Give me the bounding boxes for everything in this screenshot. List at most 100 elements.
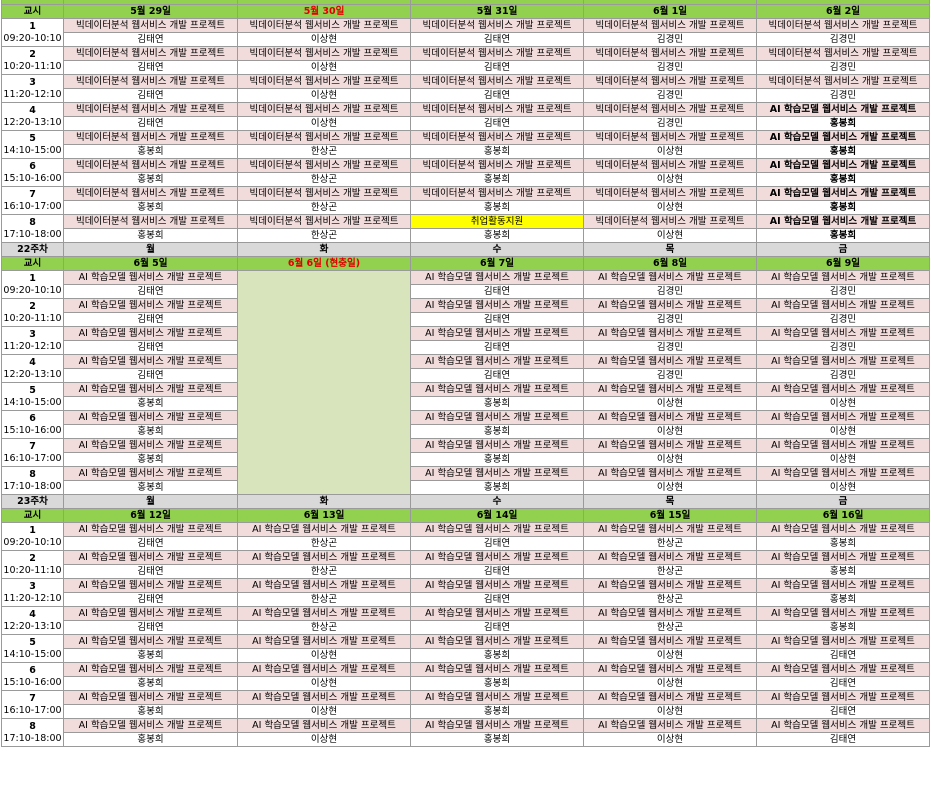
weekday-label: 수	[410, 494, 584, 509]
subject-cell: AI 학습모델 웹서비스 개발 프로젝트	[756, 410, 930, 425]
period-number: 7	[29, 692, 36, 704]
instructor-cell: 홍봉희	[63, 452, 238, 467]
subject-cell: 빅데이터분석 웹서비스 개발 프로젝트	[237, 214, 411, 229]
instructor-cell: 홍봉희	[63, 424, 238, 439]
period-row: 8 17:10-18:00 빅데이터분석 웹서비스 개발 프로젝트 빅데이터분석 웹서…	[1, 214, 930, 243]
subject-cell: AI 학습모델 웹서비스 개발 프로젝트	[756, 382, 930, 397]
subject-cell: 빅데이터분석 웹서비스 개발 프로젝트	[63, 130, 238, 145]
instructor-cell: 김경민	[756, 284, 930, 299]
instructor-cell: 홍봉희	[410, 480, 584, 495]
period-row: 1 09:20-10:10 AI 학습모델 웹서비스 개발 프로젝트 AI 학습모델 …	[1, 522, 930, 551]
instructor-cell: 김태연	[410, 620, 584, 635]
subject-cell: 빅데이터분석 웹서비스 개발 프로젝트	[756, 74, 930, 89]
period-row: 5 14:10-15:00 AI 학습모델 웹서비스 개발 프로젝트 AI 학습모델 …	[1, 382, 930, 411]
instructor-cell: 김태연	[63, 88, 238, 103]
timetable-grid: 교시 5월 29일 5월 30일 5월 31일 6월 1일 6월 2일 1 09:20-10:…	[1, 0, 930, 747]
period-time: 09:20-10:10	[3, 284, 62, 296]
instructor-row: 김태연 김태연 김경민 김경민	[2, 284, 930, 299]
subject-cell: AI 학습모델 웹서비스 개발 프로젝트	[237, 522, 411, 537]
period-number: 4	[29, 356, 36, 368]
instructor-cell: 김태연	[410, 536, 584, 551]
instructor-cell: 김경민	[756, 88, 930, 103]
subject-cell: 빅데이터분석 웹서비스 개발 프로젝트	[410, 74, 584, 89]
date-cell: 6월 5일	[63, 256, 238, 271]
instructor-cell: 김태연	[63, 284, 238, 299]
period-row: 7 16:10-17:00 빅데이터분석 웹서비스 개발 프로젝트 빅데이터분석 웹서…	[1, 186, 930, 215]
subject-cell: AI 학습모델 웹서비스 개발 프로젝트	[583, 606, 757, 621]
subject-cell: 빅데이터분석 웹서비스 개발 프로젝트	[410, 186, 584, 201]
subject-cell: AI 학습모델 웹서비스 개발 프로젝트	[756, 326, 930, 341]
subject-cell: 빅데이터분석 웹서비스 개발 프로젝트	[63, 214, 238, 229]
instructor-cell: 김태연	[410, 340, 584, 355]
instructor-cell: 한상곤	[237, 144, 411, 159]
weekday-label: 목	[583, 494, 757, 509]
period-time: 10:20-11:10	[3, 60, 62, 72]
period-time: 17:10-18:00	[3, 480, 62, 492]
week-row: 23주차 월 화 수 목 금	[1, 494, 930, 509]
subject-cell: AI 학습모델 웹서비스 개발 프로젝트	[410, 466, 584, 481]
instructor-cell: 홍봉희	[410, 648, 584, 663]
date-cell: 5월 31일	[410, 4, 584, 19]
weekday-label: 화	[237, 242, 411, 257]
subject-cell: AI 학습모델 웹서비스 개발 프로젝트	[410, 578, 584, 593]
instructor-cell: 홍봉희	[63, 732, 238, 747]
date-header-row: 교시 6월 5일 6월 6일 (현충일) 6월 7일 6월 8일 6월 9일	[1, 256, 930, 271]
subject-cell: 빅데이터분석 웹서비스 개발 프로젝트	[237, 158, 411, 173]
period-number: 6	[29, 412, 36, 424]
period-cell: 5 14:10-15:00	[1, 130, 64, 159]
subject-cell: AI 학습모델 웹서비스 개발 프로젝트	[756, 158, 930, 173]
instructor-cell: 김태연	[63, 536, 238, 551]
instructor-cell: 이상현	[237, 88, 411, 103]
instructor-cell: 홍봉희	[410, 424, 584, 439]
period-time: 11:20-12:10	[3, 88, 62, 100]
date-cell: 5월 30일	[237, 4, 411, 19]
period-cell: 5 14:10-15:00	[1, 634, 64, 663]
period-row: 8 17:10-18:00 AI 학습모델 웹서비스 개발 프로젝트 AI 학습모델 …	[1, 466, 930, 495]
subject-cell: 빅데이터분석 웹서비스 개발 프로젝트	[237, 130, 411, 145]
subject-cell: AI 학습모델 웹서비스 개발 프로젝트	[756, 690, 930, 705]
subject-cell: AI 학습모델 웹서비스 개발 프로젝트	[63, 662, 238, 677]
subject-cell: AI 학습모델 웹서비스 개발 프로젝트	[410, 438, 584, 453]
subject-cell: 빅데이터분석 웹서비스 개발 프로젝트	[583, 158, 757, 173]
period-row: 8 17:10-18:00 AI 학습모델 웹서비스 개발 프로젝트 AI 학습모델 …	[1, 718, 930, 747]
subject-cell: AI 학습모델 웹서비스 개발 프로젝트	[63, 634, 238, 649]
subject-cell: AI 학습모델 웹서비스 개발 프로젝트	[63, 690, 238, 705]
subject-cell: AI 학습모델 웹서비스 개발 프로젝트	[63, 270, 238, 285]
subject-cell: 빅데이터분석 웹서비스 개발 프로젝트	[583, 102, 757, 117]
instructor-cell: 이상현	[583, 480, 757, 495]
subject-cell: AI 학습모델 웹서비스 개발 프로젝트	[756, 550, 930, 565]
instructor-cell: 한상곤	[583, 620, 757, 635]
period-cell: 3 11:20-12:10	[1, 74, 64, 103]
subject-cell: AI 학습모델 웹서비스 개발 프로젝트	[756, 522, 930, 537]
instructor-cell: 홍봉희	[410, 676, 584, 691]
date-header-row: 교시 5월 29일 5월 30일 5월 31일 6월 1일 6월 2일	[1, 4, 930, 19]
subject-cell: AI 학습모델 웹서비스 개발 프로젝트	[63, 606, 238, 621]
subject-cell: AI 학습모델 웹서비스 개발 프로젝트	[756, 214, 930, 229]
instructor-cell: 한상곤	[583, 536, 757, 551]
instructor-row: 홍봉희 이상현 홍봉희 이상현 김태연	[2, 704, 930, 719]
period-time: 15:10-16:00	[3, 424, 62, 436]
instructor-row: 홍봉희 홍봉희 이상현 이상현	[2, 452, 930, 467]
subject-cell: 빅데이터분석 웹서비스 개발 프로젝트	[410, 102, 584, 117]
period-row: 7 16:10-17:00 AI 학습모델 웹서비스 개발 프로젝트 AI 학습모델 …	[1, 690, 930, 719]
subject-cell: AI 학습모델 웹서비스 개발 프로젝트	[583, 634, 757, 649]
period-cell: 4 12:20-13:10	[1, 354, 64, 383]
instructor-cell: 이상현	[583, 704, 757, 719]
date-cell: 6월 2일	[756, 4, 930, 19]
period-number: 8	[29, 468, 36, 480]
instructor-cell: 이상현	[583, 200, 757, 215]
subject-cell: AI 학습모델 웹서비스 개발 프로젝트	[63, 718, 238, 733]
instructor-row: 김태연 김태연 김경민 김경민	[2, 312, 930, 327]
instructor-row: 김태연 김태연 김경민 김경민	[2, 368, 930, 383]
instructor-cell: 한상곤	[237, 536, 411, 551]
instructor-row: 홍봉희 한상곤 홍봉희 이상현 홍봉희	[2, 172, 930, 187]
weekday-label: 목	[583, 242, 757, 257]
instructor-cell: 홍봉희	[756, 228, 930, 243]
instructor-cell: 이상현	[237, 648, 411, 663]
subject-cell: AI 학습모델 웹서비스 개발 프로젝트	[583, 466, 757, 481]
subject-cell: AI 학습모델 웹서비스 개발 프로젝트	[756, 634, 930, 649]
subject-cell: 빅데이터분석 웹서비스 개발 프로젝트	[237, 102, 411, 117]
instructor-cell: 이상현	[583, 228, 757, 243]
period-header: 교시	[1, 4, 64, 19]
instructor-cell: 이상현	[237, 116, 411, 131]
